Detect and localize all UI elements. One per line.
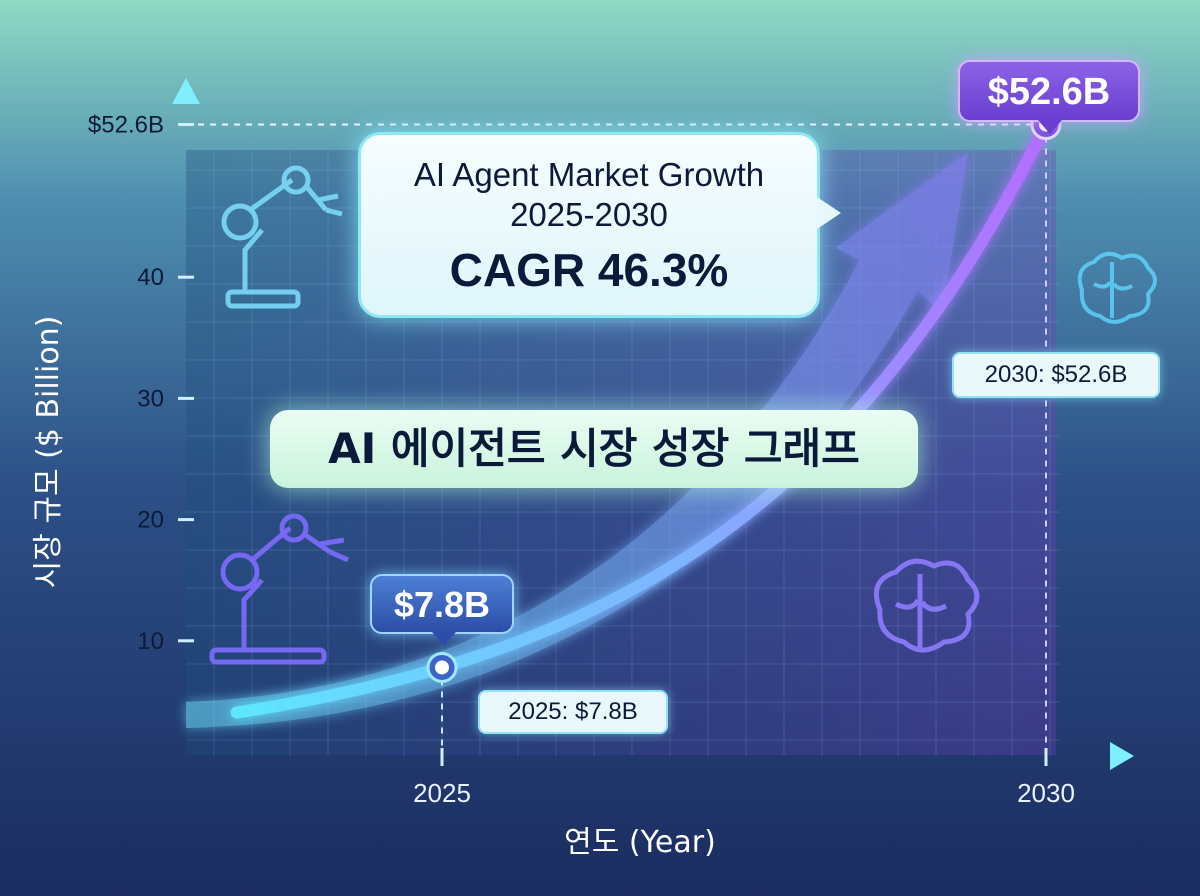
x-axis-label: 연도 (Year) bbox=[564, 825, 716, 860]
x-tick-label: 2025 bbox=[413, 778, 471, 808]
end-data-callout: 2030: $52.6B bbox=[952, 352, 1160, 398]
start-value-label: $7.8B bbox=[393, 584, 491, 625]
x-tick-label: 2030 bbox=[1017, 778, 1075, 808]
start-data-callout: 2025: $7.8B bbox=[478, 690, 668, 734]
chart-subtitle: 2025-2030 bbox=[510, 196, 668, 233]
cagr-highlight: CAGR 46.3% bbox=[449, 244, 729, 296]
y-tick-label: 40 bbox=[137, 264, 164, 291]
y-axis-label: 시장 규모 ($ Billion) bbox=[31, 316, 66, 589]
y-axis-arrow-icon bbox=[172, 78, 200, 104]
robot-arm-icon bbox=[209, 513, 350, 665]
end-badge-tail bbox=[1038, 120, 1062, 134]
robot-arm-icon bbox=[221, 165, 343, 309]
chart-title: AI Agent Market Growth bbox=[413, 156, 765, 193]
start-point-dot bbox=[435, 660, 449, 675]
korean-title-banner: AI 에이전트 시장 성장 그래프 bbox=[270, 410, 918, 488]
start-value-badge: $7.8B bbox=[370, 574, 514, 646]
y-tick-label: 30 bbox=[137, 385, 164, 412]
x-axis-arrow-icon bbox=[1110, 742, 1134, 770]
y-tick-label: 10 bbox=[137, 628, 164, 655]
x-ticks: 2025 2030 bbox=[413, 748, 1075, 808]
title-callout: AI Agent Market Growth 2025-2030 CAGR 46… bbox=[358, 132, 841, 318]
title-callout-tail bbox=[817, 197, 841, 229]
y-tick-label: 20 bbox=[137, 507, 164, 534]
brain-icon bbox=[1077, 251, 1157, 324]
brain-icon bbox=[874, 558, 980, 653]
end-value-label: $52.6B bbox=[987, 71, 1111, 113]
series-line bbox=[230, 118, 1052, 719]
end-value-badge: $52.6B bbox=[958, 60, 1140, 134]
start-badge-tail bbox=[432, 632, 456, 646]
y-tick-label: $52.6B bbox=[88, 111, 164, 138]
y-ticks: 10 20 30 40 $52.6B bbox=[88, 111, 194, 655]
